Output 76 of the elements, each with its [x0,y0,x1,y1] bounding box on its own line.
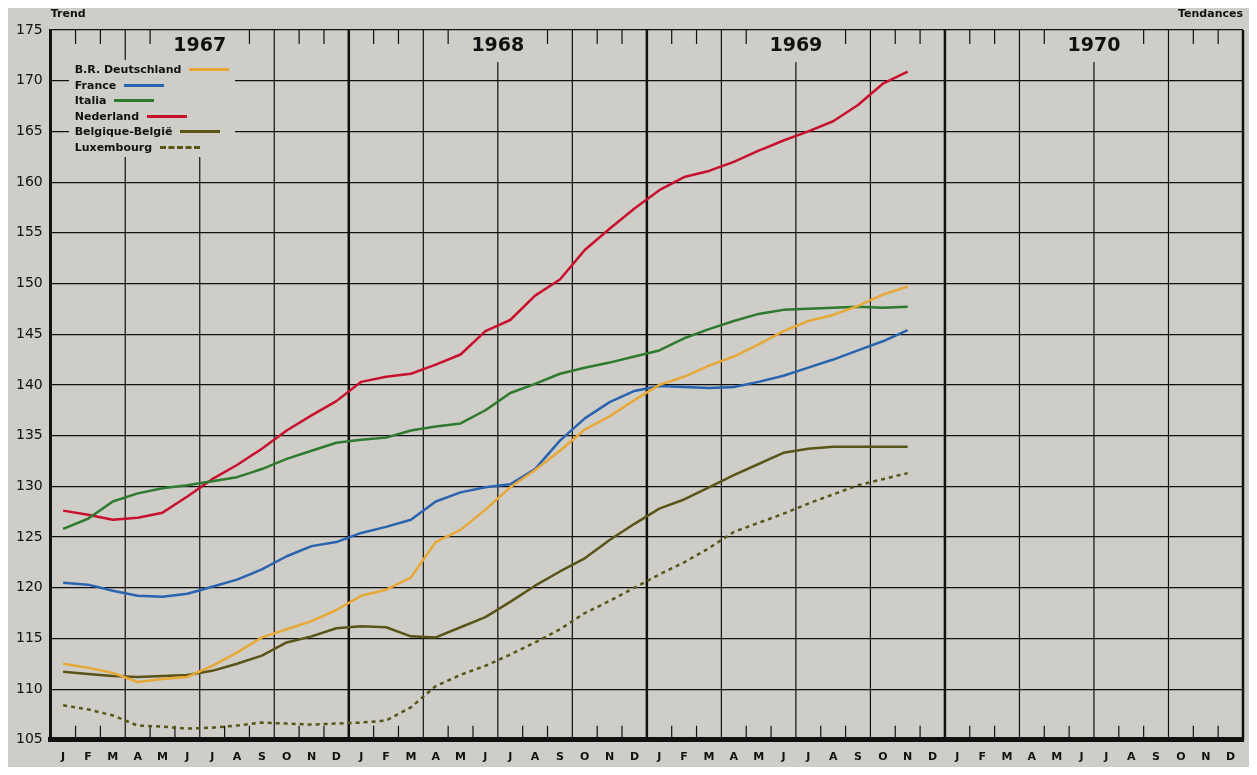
x-tick-label: J [184,750,190,764]
x-tick-label: A [530,750,540,764]
x-tick-label: S [854,750,863,764]
y-tick-label: 155 [15,223,43,240]
x-tick-label: A [431,750,441,764]
y-tick-label: 160 [15,172,43,189]
y-tick-label: 170 [15,71,43,88]
x-tick-label: J [656,750,662,764]
x-tick-label: S [555,750,564,764]
annotation: 1967 [173,32,227,55]
line-series [61,471,909,730]
y-tick-label: 115 [15,629,43,646]
x-tick-label: M [1051,750,1063,764]
x-tick-label: N [1201,750,1211,764]
x-tick-label: O [878,750,888,764]
x-tick-label: J [358,750,364,764]
legend-label: Belgique-België [74,125,173,139]
x-tick-label: M [703,750,715,764]
y-tick-label: 175 [15,20,43,37]
x-tick-label: A [133,750,143,764]
x-tick-label: F [978,750,986,764]
x-tick-label: S [257,750,266,764]
legend-label: France [74,78,117,92]
x-tick-label: A [729,750,739,764]
y-tick-label: 165 [15,122,43,139]
y-tick-label: 145 [15,324,43,341]
annotation: 1969 [769,32,823,55]
x-tick-label: J [1103,750,1109,764]
legend-label: Italia [74,94,107,108]
x-tick-label: A [1126,750,1136,764]
x-tick-label: M [405,750,417,764]
x-tick-label: J [805,750,811,764]
annotation: 1968 [471,32,525,55]
y-tick-label: 105 [15,730,43,747]
y-tick-label: 130 [15,476,43,493]
x-tick-label: A [232,750,242,764]
legend-label: Luxembourg [74,140,153,154]
x-tick-label: D [1226,750,1236,764]
x-tick-label: N [903,750,913,764]
x-tick-label: O [282,750,292,764]
x-tick-label: M [1001,750,1013,764]
x-tick-label: A [828,750,838,764]
x-tick-label: J [1078,750,1084,764]
x-tick-label: J [482,750,488,764]
x-tick-label: J [209,750,215,764]
x-tick-label: D [927,750,938,764]
annotation: 1970 [1067,32,1121,55]
legend-label: B.R. Deutschland [74,63,182,77]
x-tick-label: F [382,750,390,764]
x-tick-label: S [1152,750,1161,764]
legend-label: Nederland [74,109,140,123]
x-tick-label: F [84,750,92,764]
y-tick-label: 135 [15,426,43,443]
x-tick-label: J [507,750,513,764]
x-tick-label: D [331,750,341,764]
y-tick-label: 110 [15,679,43,696]
y-tick-label: 120 [15,578,43,595]
x-tick-label: N [306,750,317,764]
x-tick-label: M [107,750,119,764]
x-tick-label: M [157,750,168,764]
x-tick-label: A [1027,750,1037,764]
x-tick-label: N [604,750,615,764]
x-tick-label: J [60,750,66,764]
text: Trend [50,7,86,21]
y-tick-label: 125 [15,527,43,544]
text: Tendances [1178,7,1244,21]
x-tick-label: J [954,750,960,764]
y-tick-label: 140 [15,375,43,392]
y-tick-label: 150 [15,274,43,291]
x-tick-label: O [580,750,590,764]
x-tick-label: J [780,750,786,764]
x-tick-label: M [753,750,765,764]
x-tick-label: D [629,750,640,764]
x-tick-label: M [455,750,467,764]
x-tick-label: O [1176,750,1186,764]
x-tick-label: F [680,750,688,764]
